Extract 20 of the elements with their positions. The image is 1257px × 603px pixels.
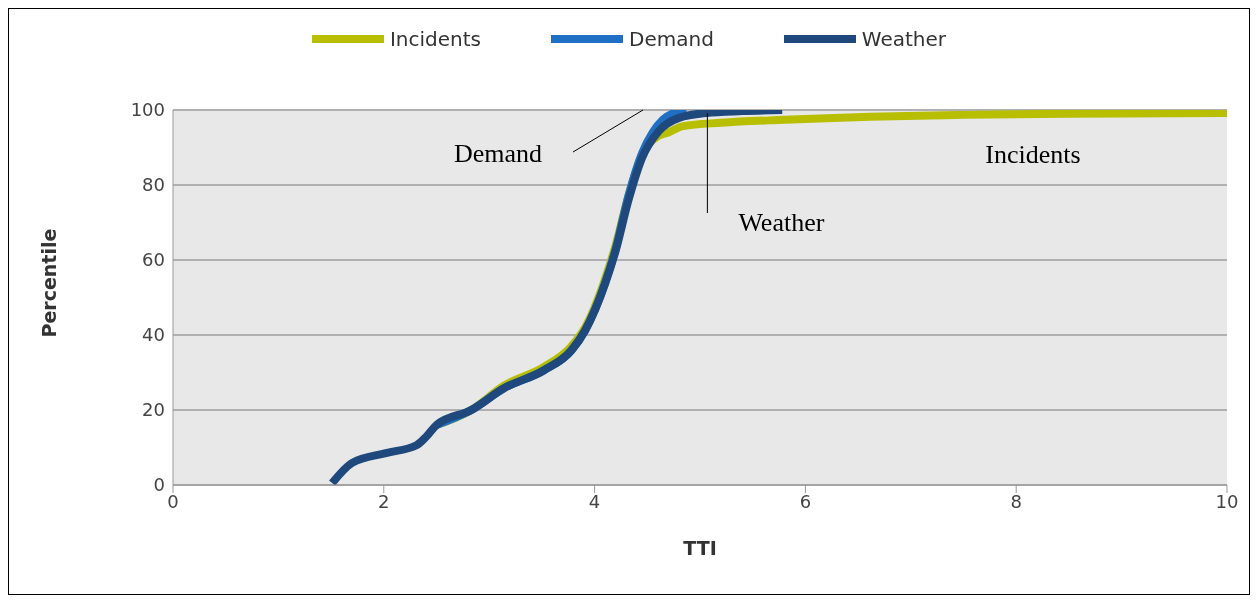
- legend-label: Demand: [629, 27, 714, 51]
- y-tick-label: 100: [130, 99, 165, 121]
- x-tick-label: 8: [1010, 490, 1022, 512]
- x-tick-label: 10: [1215, 490, 1239, 512]
- y-tick-label: 20: [142, 399, 165, 421]
- x-axis-title: TTI: [683, 537, 717, 559]
- legend-label: Weather: [861, 27, 947, 51]
- annotation: Demand: [453, 138, 543, 168]
- x-tick-label: 6: [799, 490, 812, 512]
- y-tick-label: 60: [142, 249, 165, 271]
- y-tick-label: 80: [142, 174, 165, 196]
- y-tick-label: 0: [153, 474, 165, 496]
- x-tick-label: 0: [167, 490, 179, 512]
- x-tick-label: 4: [588, 490, 601, 512]
- annotation: Weather: [738, 207, 825, 237]
- y-tick-label: 40: [142, 324, 165, 346]
- annotation: Incidents: [985, 139, 1081, 169]
- x-tick-label: 2: [378, 490, 390, 512]
- y-axis-title: Percentile: [37, 228, 60, 338]
- legend-label: Incidents: [389, 27, 482, 51]
